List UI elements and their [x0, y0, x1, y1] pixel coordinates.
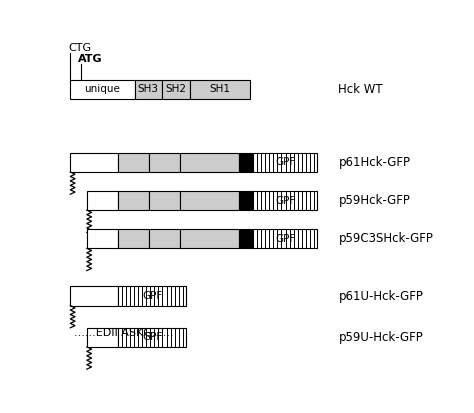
Text: p59Hck-GFP: p59Hck-GFP [338, 194, 410, 207]
Bar [118, 328, 186, 347]
Bar [190, 80, 250, 99]
Bar [181, 229, 239, 248]
Text: SH1: SH1 [210, 84, 230, 94]
Text: SH3: SH3 [138, 84, 159, 94]
Bar [118, 153, 149, 172]
Bar [253, 191, 318, 210]
Bar [239, 191, 253, 210]
Bar [239, 153, 253, 172]
Bar [162, 80, 190, 99]
Bar [70, 287, 118, 306]
Bar [239, 229, 253, 248]
Bar [149, 191, 181, 210]
Text: p61Hck-GFP: p61Hck-GFP [338, 156, 410, 169]
Bar [135, 80, 162, 99]
Text: p61U-Hck-GFP: p61U-Hck-GFP [338, 290, 423, 302]
Text: unique: unique [84, 84, 120, 94]
Bar [70, 153, 118, 172]
Bar [118, 229, 149, 248]
Bar [181, 191, 239, 210]
Text: p59U-Hck-GFP: p59U-Hck-GFP [338, 331, 423, 344]
Text: ATG: ATG [78, 54, 103, 64]
Bar [87, 191, 118, 210]
Bar [149, 153, 181, 172]
Bar [149, 229, 181, 248]
Text: Hck WT: Hck WT [338, 83, 383, 96]
Bar [253, 153, 318, 172]
Text: GPF: GPF [142, 291, 162, 301]
Bar [87, 229, 118, 248]
Text: GPF: GPF [142, 332, 162, 342]
Text: GPF: GPF [275, 157, 295, 167]
Bar [87, 328, 118, 347]
Bar [181, 153, 239, 172]
Bar [118, 191, 149, 210]
Text: GPF: GPF [275, 196, 295, 206]
Text: ......EDII ASKG......: ......EDII ASKG...... [74, 328, 173, 337]
Text: CTG: CTG [68, 43, 91, 53]
Text: GPF: GPF [275, 234, 295, 244]
Bar [118, 287, 186, 306]
Text: SH2: SH2 [165, 84, 186, 94]
Bar [253, 229, 318, 248]
Bar [70, 80, 135, 99]
Text: p59C3SHck-GFP: p59C3SHck-GFP [338, 232, 433, 245]
